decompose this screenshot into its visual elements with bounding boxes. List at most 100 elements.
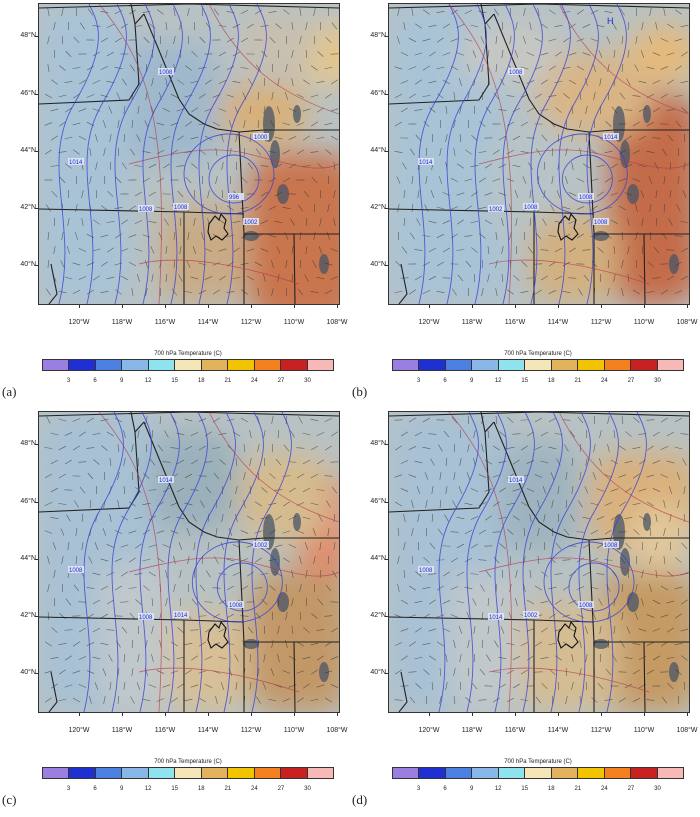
latitude-label: 46°N [370,90,386,97]
isobar-label-bg [593,218,609,225]
colorbar-segment [393,768,420,778]
map-plot: 1008 1014 1008 1002 1014 1008 1008 H [388,3,690,305]
latitude-tick [35,36,38,37]
longitude-tick [601,304,602,308]
isobar-label: 1008 [419,568,433,574]
latitude-label: 44°N [20,147,36,154]
temperature-shading [219,84,309,144]
colorbar-segment [254,360,282,370]
isobars [438,412,647,712]
map-canvas: 1008 1014 1008 1002 1014 1008 1008 H [389,4,689,304]
longitude-label: 110°W [633,727,655,734]
latitude-label: 40°N [370,669,386,676]
latitude-label: 44°N [370,555,386,562]
isobar-label-bg [603,541,619,548]
isobar-label: 1008 [229,603,243,609]
isobar-label: 1008 [509,70,523,76]
latitude-tick [35,94,38,95]
colorbar-segment [578,360,605,370]
colorbar-tick-label: 3 [416,786,421,792]
colorbar-segment [525,768,552,778]
colorbar-segment [472,360,499,370]
colorbar-segment [201,360,229,370]
longitude-tick [337,712,338,716]
longitude-tick [429,712,430,716]
longitude-label: 120°W [418,319,440,326]
colorbar-tick-label: 24 [251,378,258,384]
colorbar-segment [393,360,420,370]
isotherms [448,412,689,712]
latitude-label: 44°N [370,147,386,154]
longitude-tick [208,712,209,716]
temperature-shading [149,432,239,532]
temperature-shading [109,44,219,164]
isobars [83,412,292,712]
longitude-label: 112°W [240,727,262,734]
longitude-tick [251,304,252,308]
map-canvas: 1008 1014 1008 1008 1000 996 1002 [39,4,339,304]
isobar-label-bg [578,601,594,608]
colorbar-segment [148,360,176,370]
state-borders [389,412,689,712]
colorbar-tick-label: 30 [654,786,661,792]
map-canvas: 1014 1008 1014 1008 1002 1008 [39,412,339,712]
great-salt-lake-outline [557,212,579,241]
isobars [58,4,275,304]
figure-panel: 1014 1008 1014 1008 1002 1008 48°N 46°N 44°N 42°N… [2,411,348,811]
colorbar-tick-label: 12 [144,378,152,384]
latitude-label: 46°N [20,90,36,97]
isobar-label-bg [488,613,504,620]
colorbar-tick-label: 6 [93,378,97,384]
longitude-tick [294,712,295,716]
figure-panel: 1014 1008 1002 1014 1008 1008 48°N 46°N 44°N 42°N… [352,411,698,811]
terrain-high [643,105,651,123]
colorbar-segment [498,360,526,370]
latitude-tick [385,444,388,445]
colorbar-segment [445,360,473,370]
colorbar-title: 700 hPa Temperature (C) [154,759,222,765]
isobar-label: 1008 [139,207,153,213]
isobar-label-bg [523,203,539,210]
terrain-high [270,140,280,168]
colorbar-tick-label: 12 [494,786,502,792]
terrain-high [669,254,679,274]
longitude-label: 112°W [240,319,262,326]
longitude-label: 120°W [68,319,90,326]
high-pressure-marker: H [607,16,614,26]
colorbar-tick-label: 24 [601,786,608,792]
great-salt-lake-outline [207,212,229,241]
latitude-tick [35,502,38,503]
colorbar-segment [604,360,632,370]
longitude-label: 108°W [326,727,348,734]
colorbar-segment [122,768,149,778]
longitude-label: 114°W [197,319,219,326]
colorbar-tick-label: 15 [521,378,529,384]
longitude-tick [687,304,688,308]
longitude-tick [294,304,295,308]
colorbar-segment [631,768,658,778]
isobar-label-bg [243,218,259,225]
colorbar-tick-label: 27 [277,786,285,792]
temperature-shading [459,24,559,84]
isobar-label: 996 [229,195,240,201]
latitude-tick [35,616,38,617]
isobar-label-bg [228,601,244,608]
isobar-label-bg [173,611,189,618]
colorbar-segment [307,768,333,778]
temperature-shading [629,24,689,84]
longitude-tick [472,712,473,716]
latitude-tick [35,208,38,209]
isobar-label: 1014 [489,615,503,621]
latitude-label: 42°N [370,612,386,619]
longitude-label: 112°W [590,727,612,734]
temperature-shading [159,204,249,304]
colorbar-tick-label: 15 [521,786,529,792]
longitude-tick [429,304,430,308]
colorbar-segment [578,768,605,778]
state-borders [39,4,339,304]
longitude-tick [644,304,645,308]
longitude-tick [165,712,166,716]
temperature-shading [489,124,569,244]
isobar-label: 1002 [244,220,258,226]
state-borders [39,412,339,712]
